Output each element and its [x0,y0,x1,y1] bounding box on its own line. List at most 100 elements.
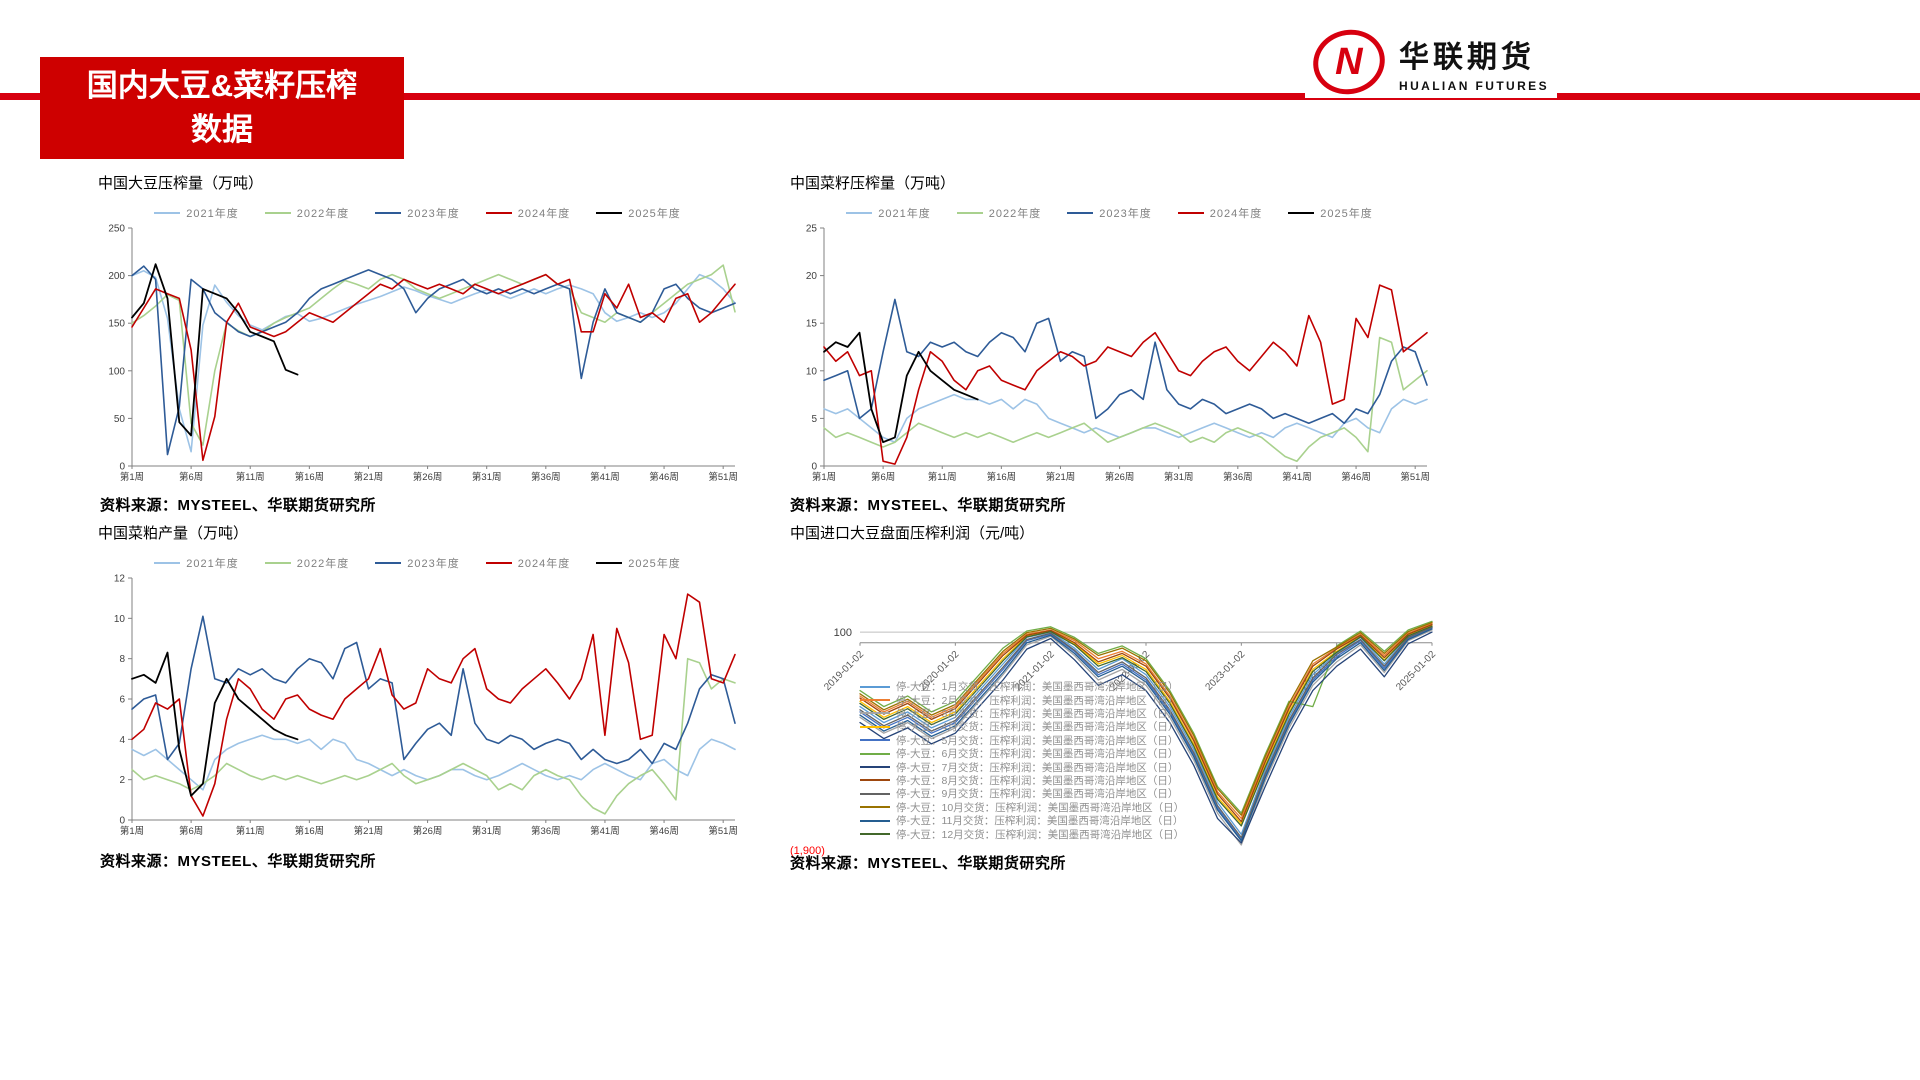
legend-label: 2024年度 [1209,208,1263,220]
legend-line-swatch [596,562,623,564]
legend-item: 2023年度 [1067,205,1151,221]
legend-label: 停-大豆：4月交货：压榨利润：美国墨西哥湾沿岸地区（日） [896,721,1179,734]
svg-text:15: 15 [806,319,818,330]
legend-label: 停-大豆：7月交货：压榨利润：美国墨西哥湾沿岸地区（日） [896,761,1179,774]
legend-label: 停-大豆：2月交货：压榨利润：美国墨西哥湾沿岸地区（日） [896,694,1179,707]
svg-text:25: 25 [806,224,818,235]
chart-title: 中国进口大豆盘面压榨利润（元/吨） [790,525,1035,542]
rapeseed-meal-chart: 中国菜粕产量（万吨） 2021年度 2022年度 2023年度 2024年度 2025年… [90,522,745,844]
svg-text:2: 2 [119,775,125,786]
legend-item: 2025年度 [596,205,680,221]
x-axis-date-label: 2025-01-02 [1394,649,1438,693]
legend-item: 停-大豆：5月交货：压榨利润：美国墨西哥湾沿岸地区（日） [860,734,1184,747]
chart-legend-overlay: 停-大豆：1月交货：压榨利润：美国墨西哥湾沿岸地区（日） 停-大豆：2月交货：压榨… [860,680,1184,841]
legend-line-swatch [860,832,890,835]
legend-item: 停-大豆：1月交货：压榨利润：美国墨西哥湾沿岸地区（日） [860,680,1184,693]
svg-text:第26周: 第26周 [413,825,443,837]
legend-item: 2022年度 [956,205,1041,221]
chart-legend: 2021年度 2022年度 2023年度 2024年度 2025年度 [782,204,1437,222]
legend-item: 2022年度 [264,555,350,571]
svg-text:第21周: 第21周 [354,825,384,837]
legend-label: 2024年度 [517,208,571,220]
svg-text:第16周: 第16周 [295,471,325,483]
svg-text:5: 5 [811,414,817,425]
legend-line-swatch [860,766,890,769]
legend-label: 停-大豆：12月交货：压榨利润：美国墨西哥湾沿岸地区（日） [896,828,1185,841]
legend-line-swatch [860,739,890,742]
svg-text:第26周: 第26周 [1105,471,1135,483]
svg-text:第36周: 第36周 [531,825,561,837]
svg-text:第1周: 第1周 [120,471,144,483]
legend-label: 停-大豆：3月交货：压榨利润：美国墨西哥湾沿岸地区（日） [896,707,1179,720]
legend-label: 2025年度 [1320,208,1373,220]
legend-item: 停-大豆：7月交货：压榨利润：美国墨西哥湾沿岸地区（日） [860,760,1184,774]
legend-label: 2023年度 [407,558,460,570]
slide-title-box: 国内大豆&菜籽压榨 数据 [40,57,404,159]
svg-text:0: 0 [119,462,125,473]
source-note: 资料来源：MYSTEEL、华联期货研究所 [790,855,1066,872]
legend-item: 停-大豆：11月交货：压榨利润：美国墨西哥湾沿岸地区（日） [860,814,1184,827]
y-axis-min-label: (1,900) [790,845,825,857]
legend-item: 停-大豆：8月交货：压榨利润：美国墨西哥湾沿岸地区（日） [860,774,1184,787]
legend-label: 2023年度 [1099,208,1152,220]
svg-text:第41周: 第41周 [590,471,620,483]
legend-label: 2021年度 [186,558,239,570]
svg-text:第6周: 第6周 [179,471,203,483]
legend-line-swatch [860,685,890,688]
svg-text:第51周: 第51周 [708,471,738,483]
svg-text:第6周: 第6周 [179,825,203,837]
line-chart-svg: 0 5 10 15 20 25 第1周 第6周 第11周 第16周 第21周 第26周 第31周 第36周… [806,224,1430,484]
legend-line-swatch [375,562,402,564]
legend-line-swatch [860,806,890,809]
svg-text:6: 6 [119,695,125,706]
svg-text:200: 200 [108,271,125,282]
svg-text:第16周: 第16周 [987,471,1017,483]
legend-line-swatch [860,779,890,782]
source-note: 资料来源：MYSTEEL、华联期货研究所 [100,853,376,870]
chart-title: 中国大豆压榨量（万吨） [98,175,264,192]
legend-item: 停-大豆：4月交货：压榨利润：美国墨西哥湾沿岸地区（日） [860,720,1184,733]
legend-item: 2025年度 [596,555,680,571]
legend-item: 停-大豆：2月交货：压榨利润：美国墨西哥湾沿岸地区（日） [860,693,1184,707]
svg-text:第46周: 第46周 [1341,471,1371,483]
legend-line-swatch [860,699,890,702]
legend-label: 2022年度 [296,208,350,220]
legend-item: 2023年度 [375,205,459,221]
legend-line-swatch [1177,212,1204,214]
legend-line-swatch [846,212,873,214]
source-note: 资料来源：MYSTEEL、华联期货研究所 [100,497,376,514]
legend-label: 2022年度 [296,558,350,570]
legend-item: 2024年度 [485,555,571,571]
svg-text:第31周: 第31周 [1164,471,1194,483]
legend-label: 停-大豆：11月交货：压榨利润：美国墨西哥湾沿岸地区（日） [896,815,1184,828]
svg-text:第21周: 第21周 [1046,471,1076,483]
slide-title-line2: 数据 [191,112,253,147]
svg-text:第1周: 第1周 [120,825,144,837]
legend-label: 2024年度 [517,558,571,570]
svg-text:第31周: 第31周 [472,825,502,837]
svg-text:50: 50 [114,414,126,425]
legend-label: 2021年度 [878,208,931,220]
svg-text:第46周: 第46周 [649,471,679,483]
svg-text:第51周: 第51周 [708,825,738,837]
soybean-crush-chart: 中国大豆压榨量（万吨） 2021年度 2022年度 2023年度 2024年度 2025… [90,172,745,490]
chart-legend: 2021年度 2022年度 2023年度 2024年度 2025年度 [90,554,745,572]
svg-text:第51周: 第51周 [1400,471,1430,483]
legend-line-swatch [154,562,181,564]
legend-label: 2021年度 [186,208,239,220]
legend-line-swatch [860,819,890,822]
logo-n-icon: N [1306,22,1392,102]
legend-line-swatch [860,792,890,795]
svg-text:250: 250 [108,224,125,235]
svg-text:第31周: 第31周 [472,471,502,483]
legend-item: 2021年度 [846,205,930,221]
legend-item: 2024年度 [485,205,571,221]
legend-line-swatch [375,212,402,214]
svg-text:150: 150 [108,319,125,330]
svg-text:第11周: 第11周 [236,471,265,483]
legend-line-swatch [956,212,983,214]
crush-margin-chart: 中国进口大豆盘面压榨利润（元/吨） 100 2019-01-02 2020-01-0… [782,522,1442,857]
chart-plot-area: 0 50 100 150 200 250 第1周 第6周 第11周 第16周 第21周 第26周 第31… [90,222,745,486]
svg-text:第11周: 第11周 [928,471,957,483]
